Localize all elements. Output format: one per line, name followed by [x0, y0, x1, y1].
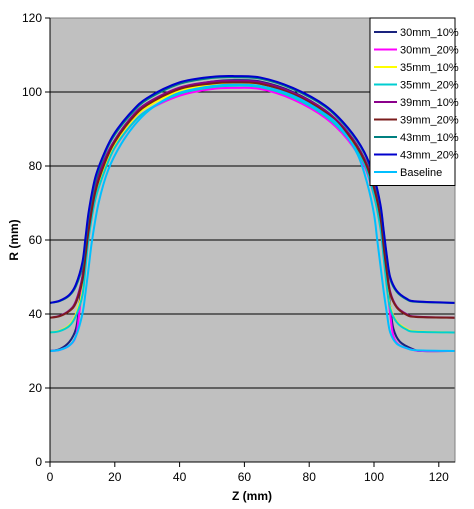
y-tick-label: 60	[29, 233, 43, 247]
legend-entry: 35mm_20%	[400, 80, 459, 92]
y-tick-label: 40	[29, 307, 43, 321]
series-line-9	[49, 83, 456, 352]
y-tick-label: 80	[29, 159, 43, 173]
legend-entry: 30mm_20%	[400, 45, 459, 57]
legend-entry: 39mm_20%	[400, 115, 459, 127]
x-tick-label: 60	[238, 470, 252, 484]
legend-entry: 35mm_10%	[400, 62, 459, 74]
legend-entry: 43mm_20%	[400, 150, 459, 162]
y-ticks: 0 20 40 60 80 100 120	[22, 11, 50, 469]
x-ticks: 0 20 40 60 80 100 120	[47, 462, 449, 484]
y-tick-label: 120	[22, 11, 42, 25]
legend: 30mm_10% 30mm_20% 35mm_10% 35mm_20% 39mm_10%…	[369, 17, 459, 186]
x-tick-label: 100	[364, 470, 384, 484]
y-tick-label: 20	[29, 381, 43, 395]
y-tick-label: 100	[22, 85, 42, 99]
x-axis-label: Z (mm)	[232, 489, 272, 503]
x-tick-label: 120	[429, 470, 449, 484]
series-line-8	[49, 74, 456, 304]
legend-entry: 39mm_10%	[400, 97, 459, 109]
y-tick-label: 0	[35, 455, 42, 469]
legend-entry: 30mm_10%	[400, 27, 459, 39]
legend-entry: 43mm_10%	[400, 132, 459, 144]
y-axis-label: R (mm)	[7, 219, 21, 260]
legend-entry: Baseline	[400, 167, 442, 179]
x-tick-label: 80	[303, 470, 317, 484]
legend-box	[369, 17, 456, 186]
x-tick-label: 0	[47, 470, 54, 484]
series-line-4	[49, 84, 456, 334]
x-tick-label: 20	[108, 470, 122, 484]
x-tick-label: 40	[173, 470, 187, 484]
series-lines	[49, 74, 456, 353]
series-line-6	[49, 81, 456, 319]
